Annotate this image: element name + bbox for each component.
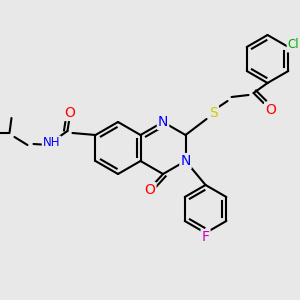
Text: O: O [145, 183, 155, 197]
Text: NH: NH [43, 136, 60, 149]
Text: N: N [180, 154, 191, 168]
Text: S: S [209, 106, 218, 120]
Text: F: F [202, 230, 209, 244]
Text: N: N [158, 115, 168, 129]
Text: O: O [64, 106, 75, 120]
Text: Cl: Cl [287, 38, 299, 52]
Text: O: O [265, 103, 276, 117]
